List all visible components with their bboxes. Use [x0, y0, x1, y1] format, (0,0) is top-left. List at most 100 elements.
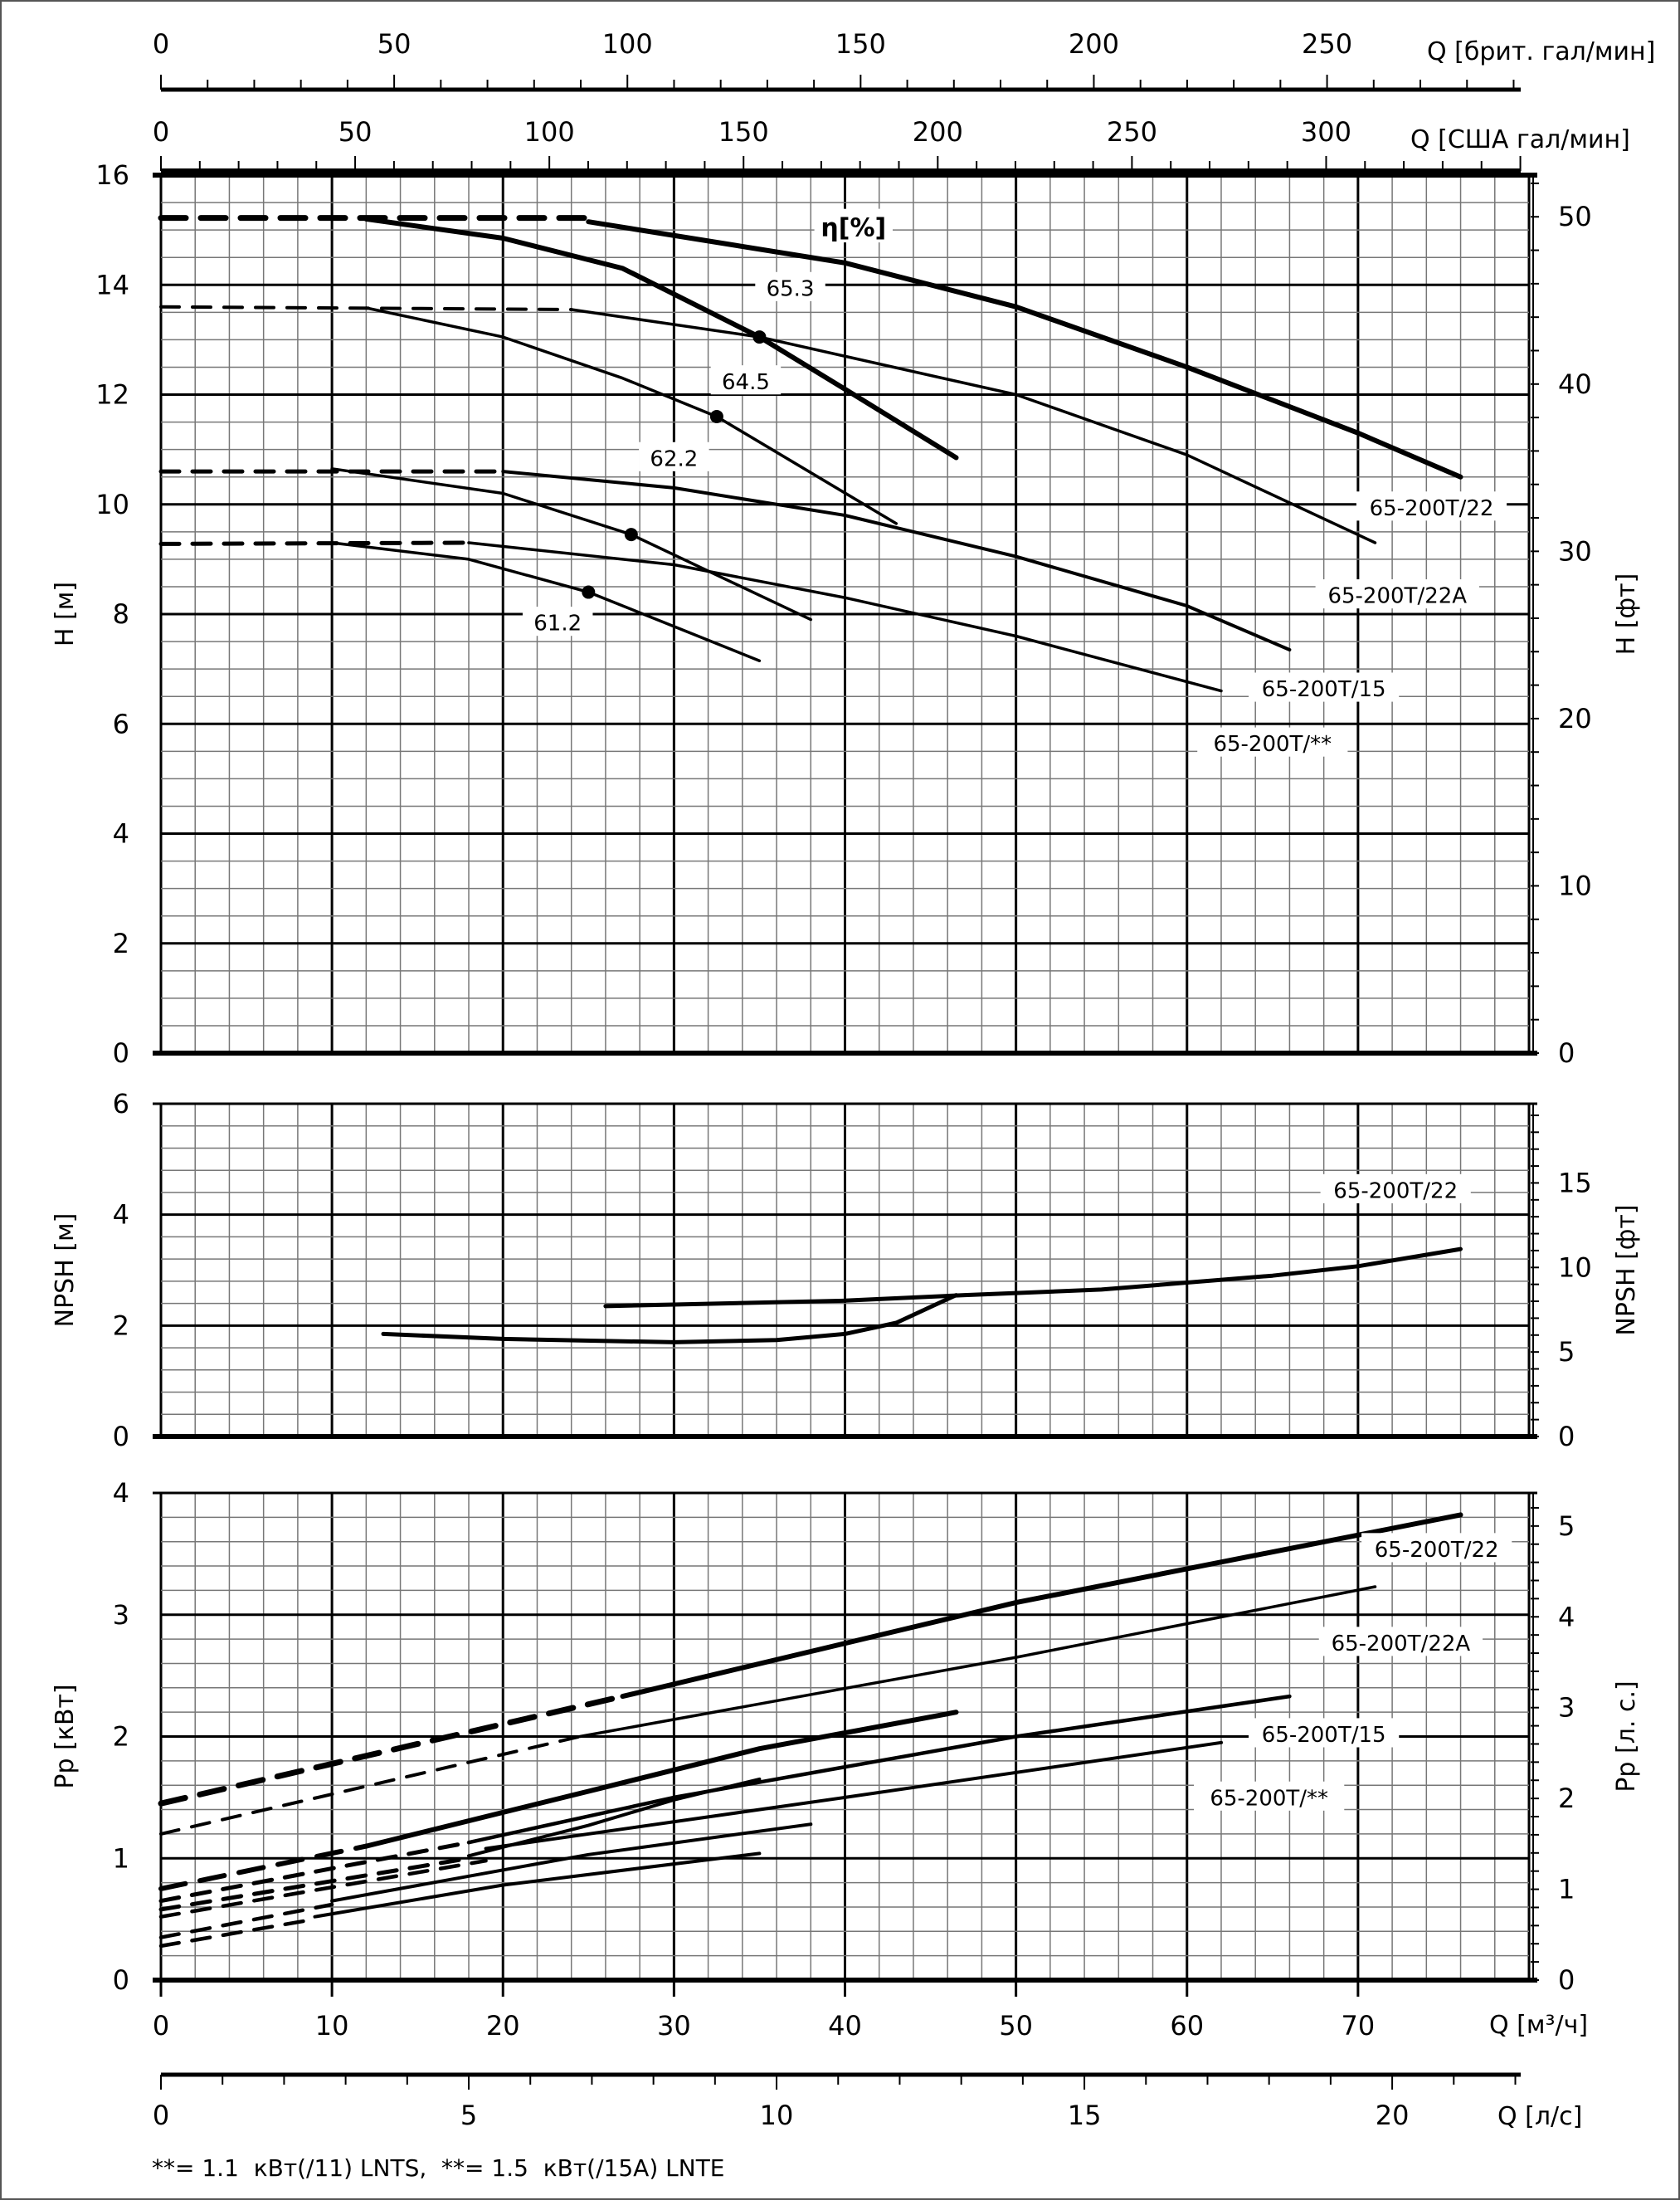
y2-tick-label: 5 [1558, 1510, 1575, 1542]
x-tick-label: 20 [486, 2010, 520, 2041]
y2-tick-label: 0 [1558, 1421, 1575, 1452]
y-tick-label: 12 [95, 379, 129, 411]
secondary-tick-label: 20 [1376, 2100, 1410, 2131]
secondary-tick-label: 200 [1069, 28, 1119, 60]
series-line [158, 1843, 369, 1891]
efficiency-point-marker [624, 528, 638, 542]
y-tick-label: 8 [113, 598, 129, 630]
label-background [755, 271, 825, 301]
series-line [484, 1740, 1223, 1851]
curve-label: 65-200T/22 [1375, 1538, 1499, 1563]
series-line [363, 1710, 959, 1849]
curve-label: η[%] [821, 214, 886, 243]
y-axis-label: NPSH [м] [51, 1213, 80, 1328]
series-line [578, 1585, 1377, 1739]
secondary-tick-label: 100 [524, 116, 575, 148]
series-line [313, 1851, 762, 1919]
y-tick-label: 2 [113, 928, 129, 959]
y-tick-label: 6 [113, 708, 129, 739]
secondary-tick-label: 10 [760, 2100, 794, 2131]
curve-label: 65-200T/** [1210, 1786, 1328, 1811]
secondary-tick-label: 200 [913, 116, 963, 148]
y2-tick-label: 10 [1558, 1251, 1592, 1283]
secondary-tick-label: 50 [377, 28, 411, 60]
label-background [710, 365, 782, 395]
series-line [381, 1293, 958, 1344]
y2-axis-label: NPSH [фт] [1612, 1204, 1641, 1335]
y-tick-label: 1 [113, 1842, 129, 1874]
secondary-tick-label: 15 [1068, 2100, 1102, 2131]
secondary-tick-label: 0 [153, 28, 169, 60]
curve-label: 62.2 [650, 446, 698, 471]
series-line [586, 219, 1463, 480]
secondary-axis-label: Q [США гал/мин] [1410, 125, 1630, 154]
y2-tick-label: 10 [1558, 870, 1592, 901]
x-axis-label: Q [м³/ч] [1489, 2011, 1588, 2040]
y-tick-label: 2 [113, 1721, 129, 1753]
y2-tick-label: 50 [1558, 201, 1592, 232]
label-background [1194, 1781, 1345, 1811]
curve-label: 64.5 [722, 370, 770, 395]
curve-label: 65-200T/** [1213, 732, 1332, 757]
label-background [1249, 672, 1400, 702]
x-tick-label: 40 [828, 2010, 862, 2041]
y-tick-label: 0 [113, 1421, 129, 1452]
y2-tick-label: 20 [1558, 703, 1592, 734]
x-tick-label: 60 [1170, 2010, 1204, 2041]
label-background [1249, 1718, 1400, 1748]
label-background [1197, 727, 1348, 757]
series-line [569, 308, 1377, 544]
series-line [603, 1246, 1463, 1309]
series-line [330, 467, 813, 622]
y2-tick-label: 0 [1558, 1964, 1575, 1996]
x-tick-label: 70 [1342, 2010, 1376, 2041]
y-tick-label: 14 [95, 269, 129, 300]
y2-axis-label: H [фт] [1612, 573, 1641, 656]
series-line [158, 1693, 626, 1807]
x-tick-label: 10 [315, 2010, 349, 2041]
y-axis-label: H [м] [51, 582, 80, 646]
efficiency-point-marker [582, 585, 596, 599]
y2-tick-label: 2 [1558, 1783, 1575, 1814]
series-line [501, 470, 1292, 651]
efficiency-point-marker [709, 409, 723, 423]
secondary-tick-label: 0 [153, 116, 169, 148]
series-line [158, 540, 471, 546]
series-line [364, 306, 898, 525]
efficiency-point-marker [752, 330, 767, 344]
label-background [814, 208, 894, 243]
y2-tick-label: 30 [1558, 535, 1592, 567]
y2-tick-label: 0 [1558, 1037, 1575, 1069]
secondary-tick-label: 50 [338, 116, 373, 148]
y2-tick-label: 15 [1558, 1167, 1592, 1198]
y-tick-label: 2 [113, 1310, 129, 1341]
series-line [467, 541, 1223, 693]
series-line [620, 1512, 1463, 1700]
footnote: **= 1.1 кВт(/11) LNTS, **= 1.5 кВт(/15A)… [152, 2154, 725, 2182]
series-line [158, 1840, 471, 1904]
secondary-tick-label: 300 [1301, 116, 1351, 148]
curve-label: 65-200T/15 [1262, 1723, 1386, 1748]
label-background [1356, 491, 1507, 521]
y-tick-label: 4 [113, 1199, 129, 1231]
series-line [158, 1858, 488, 1919]
series-line [159, 1734, 582, 1836]
secondary-tick-label: 150 [718, 116, 769, 148]
series-line [158, 1917, 317, 1949]
curve-label: 61.2 [533, 612, 582, 637]
y-tick-label: 0 [113, 1964, 129, 1996]
label-background [1315, 579, 1479, 609]
x-tick-label: 30 [657, 2010, 691, 2041]
curve-label: 65-200T/22A [1332, 1632, 1471, 1656]
series-line [158, 1856, 471, 1912]
y2-tick-label: 4 [1558, 1601, 1575, 1632]
series-line [158, 1902, 334, 1939]
curve-label: 65-200T/15 [1262, 677, 1386, 702]
secondary-axis-label: Q [л/с] [1497, 2102, 1582, 2131]
series-line [466, 1694, 1292, 1845]
label-background [639, 441, 709, 471]
y-tick-label: 4 [113, 818, 129, 850]
label-background [1320, 1173, 1471, 1203]
series-line [467, 1777, 762, 1858]
y2-axis-label: Pp [л. с.] [1612, 1680, 1641, 1792]
